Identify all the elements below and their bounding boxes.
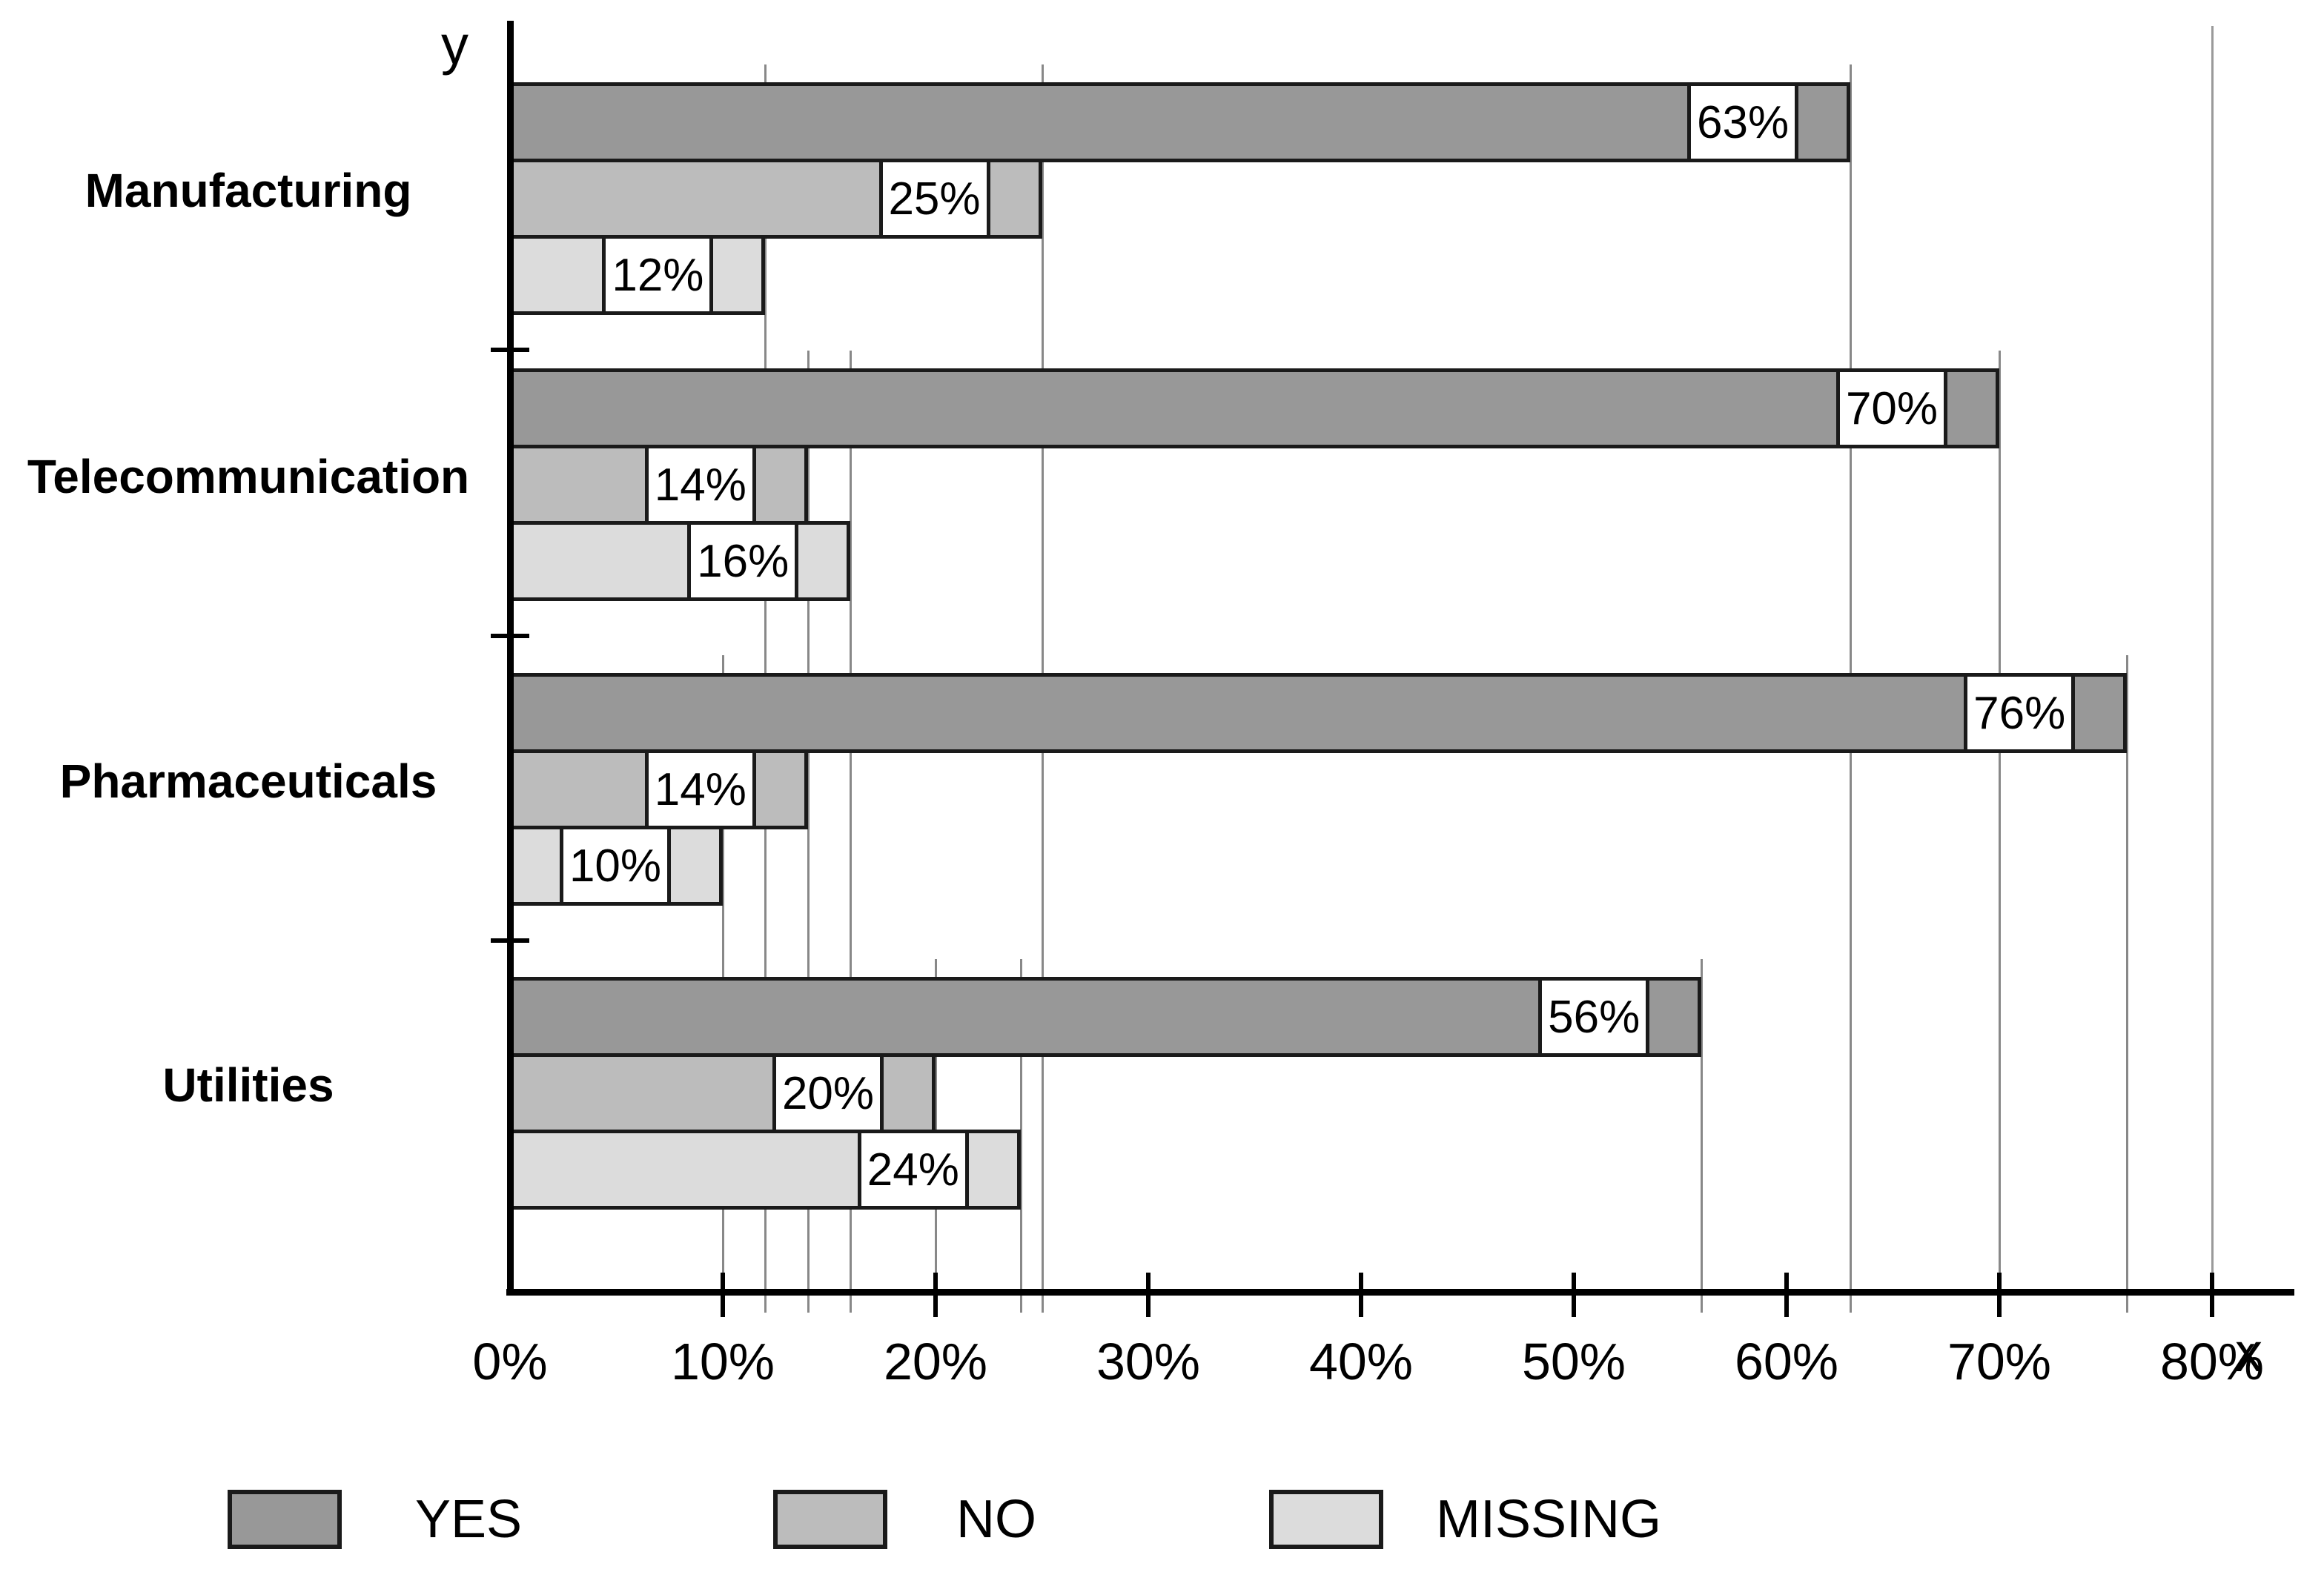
x-axis-tick-label: 50% — [1521, 1333, 1626, 1390]
bar-end-drop-line — [2126, 655, 2129, 1313]
x-axis-tick-label: 20% — [883, 1333, 988, 1390]
x-axis-tick-label: 40% — [1308, 1333, 1414, 1390]
x-axis-tick-label: 60% — [1734, 1333, 1839, 1390]
legend-swatch-yes — [228, 1490, 342, 1549]
y-axis-group-tick — [491, 634, 529, 638]
legend-swatch-missing — [1269, 1490, 1383, 1549]
y-axis-letter: y — [441, 14, 469, 76]
bar-value-label: 10% — [560, 826, 671, 906]
bar-value-label: 14% — [644, 445, 756, 525]
category-label: Manufacturing — [85, 164, 412, 217]
bar-yes — [510, 82, 1851, 162]
category-label: Pharmaceuticals — [59, 755, 437, 808]
x-axis-tick-label: 70% — [1947, 1333, 2052, 1390]
x-axis-tick-label: 10% — [670, 1333, 775, 1390]
bar-value-label: 63% — [1687, 82, 1799, 162]
bar-value-label: 56% — [1538, 977, 1650, 1057]
bar-yes — [510, 673, 2128, 753]
bar-missing — [510, 521, 851, 601]
x-axis-letter: x — [2235, 1322, 2262, 1383]
x-axis-tick — [1359, 1273, 1363, 1317]
x-axis-tick-label: 30% — [1096, 1333, 1201, 1390]
bar-yes — [510, 977, 1702, 1057]
category-label: Utilities — [162, 1058, 334, 1112]
x-axis-line — [506, 1289, 2294, 1296]
bar-yes — [510, 368, 1999, 448]
bar-end-drop-line — [1701, 959, 1704, 1313]
x-axis-tick-label: 0% — [472, 1333, 548, 1390]
bar-value-label: 20% — [772, 1053, 884, 1133]
x-axis-tick — [1146, 1273, 1151, 1317]
bar-value-label: 76% — [1964, 673, 2076, 753]
x-axis-tick — [1784, 1273, 1789, 1317]
legend-label-no: NO — [956, 1490, 1036, 1549]
bar-value-label: 14% — [644, 749, 756, 829]
x-axis-tick — [1997, 1273, 2002, 1317]
x-axis-tick — [1572, 1273, 1576, 1317]
bar-value-label: 16% — [687, 521, 799, 601]
bar-end-drop-line — [850, 351, 853, 1313]
bar-value-label: 70% — [1836, 368, 1947, 448]
legend-swatch-no — [773, 1490, 887, 1549]
bar-value-label: 25% — [878, 159, 990, 239]
bar-value-label: 12% — [602, 235, 714, 315]
y-axis-group-tick — [491, 348, 529, 352]
legend-label-yes: YES — [415, 1490, 523, 1549]
bar-end-drop-line — [1999, 351, 2001, 1313]
y-axis-group-tick — [491, 938, 529, 943]
x-axis-tick — [933, 1273, 938, 1317]
bar-value-label: 24% — [857, 1130, 969, 1210]
bar-end-drop-line — [1019, 959, 1022, 1313]
x-axis-tick — [721, 1273, 725, 1317]
x-axis-tick-label: 80% — [2159, 1333, 2265, 1390]
category-label: Telecommunication — [27, 450, 470, 503]
legend-label-missing: MISSING — [1436, 1490, 1662, 1549]
y-axis-line — [507, 21, 514, 1296]
reference-line-80pct — [2211, 26, 2214, 1313]
x-axis-tick — [2210, 1273, 2214, 1317]
